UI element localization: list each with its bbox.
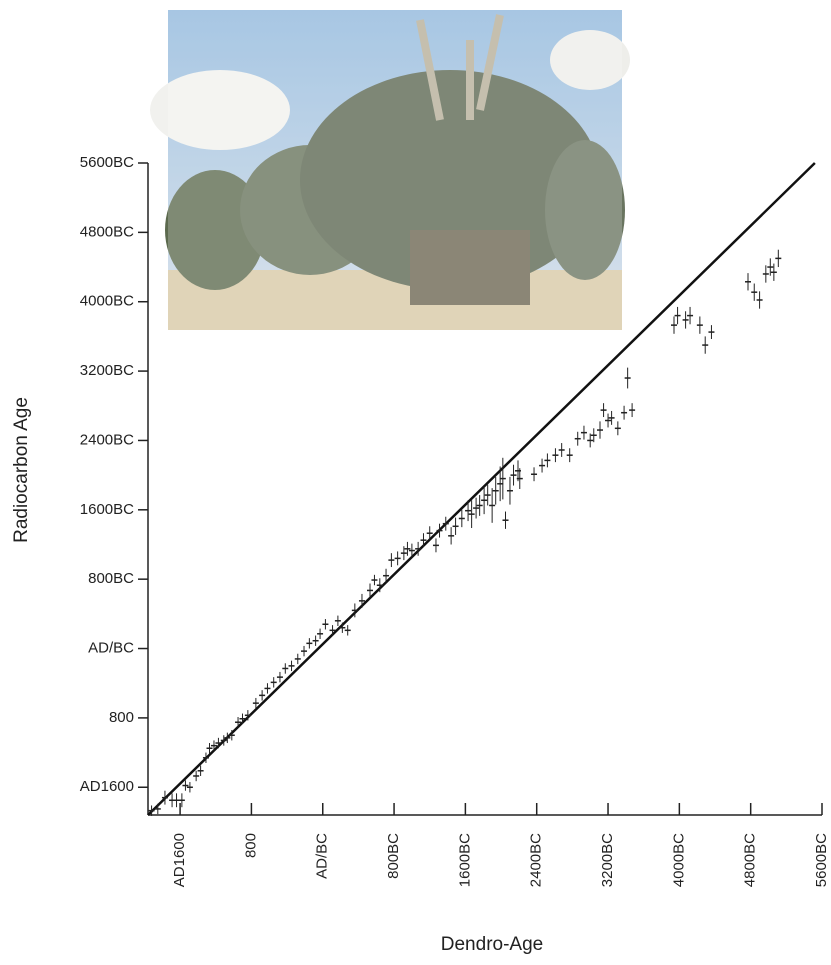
y-tick-label: 800BC xyxy=(88,570,134,587)
x-tick-label: 5600BC xyxy=(813,833,830,887)
y-tick-label: AD1600 xyxy=(80,778,134,795)
x-tick-label: 3200BC xyxy=(599,833,616,887)
y-tick-label: 3200BC xyxy=(80,362,134,379)
y-axis-label: Radiocarbon Age xyxy=(11,397,32,543)
x-tick-label: AD/BC xyxy=(314,833,331,879)
x-tick-label: 1600BC xyxy=(456,833,473,887)
x-axis-label: Dendro-Age xyxy=(441,934,543,955)
x-tick-label: 4000BC xyxy=(670,833,687,887)
x-tick-label: AD1600 xyxy=(171,833,188,887)
reference-line xyxy=(147,162,816,816)
y-tick-label: 4000BC xyxy=(80,293,134,310)
x-tick-label: 4800BC xyxy=(742,833,759,887)
x-tick-label: 800 xyxy=(242,833,259,858)
photo-inset xyxy=(150,10,630,330)
y-tick-label: 1600BC xyxy=(80,501,134,518)
x-tick-label: 2400BC xyxy=(528,833,545,887)
y-tick-label: 4800BC xyxy=(80,223,134,240)
y-tick-label: 800 xyxy=(109,709,134,726)
y-tick-label: 2400BC xyxy=(80,431,134,448)
y-tick-label: 5600BC xyxy=(80,154,134,171)
y-tick-label: AD/BC xyxy=(88,640,134,657)
x-tick-label: 800BC xyxy=(385,833,402,879)
